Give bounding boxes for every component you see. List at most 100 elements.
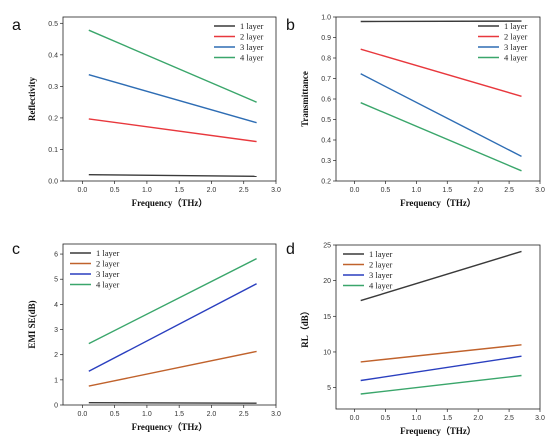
legend-entry: 4 layer — [369, 281, 393, 291]
x-tick-label: 2.0 — [473, 415, 483, 422]
y-tick-label: 0 — [54, 403, 58, 410]
series-line-2-layer — [360, 48, 522, 97]
chart-panel-d: d 0.0 0.5 1.0 1.5 2.0 2.5 3.0 5 10 15 20 25 Frequency… — [286, 241, 545, 436]
plot-frame — [62, 16, 277, 182]
y-tick-label: 0.3 — [321, 158, 331, 165]
x-axis-label: Frequency（THz） — [132, 422, 208, 432]
y-tick-label: 0.5 — [48, 21, 58, 28]
plot-frame — [62, 243, 277, 406]
legend-entry: 4 layer — [504, 53, 528, 63]
y-tick-label: 25 — [323, 243, 331, 250]
x-tick-label: 0.5 — [381, 415, 391, 422]
y-tick-label: 0.8 — [321, 56, 331, 63]
series-line-2-layer — [360, 344, 522, 363]
x-tick-label: 2.5 — [239, 411, 249, 418]
y-tick-label: 4 — [54, 302, 58, 309]
legend-entry: 3 layer — [240, 42, 264, 52]
y-axis-label: Transmittance — [300, 71, 310, 127]
y-tick-label: 0.2 — [321, 179, 331, 186]
y-tick-label: 0.0 — [48, 179, 58, 186]
x-tick-label: 3.0 — [271, 187, 281, 194]
x-tick-label: 1.5 — [442, 187, 452, 194]
x-tick-label: 1.0 — [142, 411, 152, 418]
x-tick-label: 3.0 — [271, 411, 281, 418]
panel-letter: b — [286, 17, 295, 34]
series-line-4-layer — [360, 374, 522, 395]
legend-entry: 2 layer — [240, 32, 264, 42]
y-tick-label: 15 — [323, 314, 331, 321]
y-tick-label: 1.0 — [321, 15, 331, 22]
x-tick-label: 2.0 — [207, 411, 217, 418]
legend-entry: 1 layer — [504, 21, 528, 31]
y-tick-label: 0.7 — [321, 76, 331, 83]
x-tick-label: 0.0 — [77, 187, 87, 194]
x-axis-label: Frequency（THz） — [132, 198, 208, 208]
y-tick-label: 1 — [54, 377, 58, 384]
x-tick-label: 0.5 — [110, 187, 120, 194]
series-line-4-layer — [88, 257, 257, 345]
series-line-1-layer — [88, 174, 257, 177]
y-tick-label: 5 — [54, 277, 58, 284]
x-tick-label: 0.5 — [110, 411, 120, 418]
legend-entry: 1 layer — [240, 21, 264, 31]
legend-entry: 1 layer — [96, 248, 120, 258]
legend-entry: 4 layer — [96, 280, 120, 290]
panel-letter: d — [286, 241, 295, 258]
y-tick-label: 3 — [54, 327, 58, 334]
y-tick-label: 0.5 — [321, 117, 331, 124]
chart-panel-a: a 0.0 0.5 1.0 1.5 2.0 2.5 3.0 0.0 0.1 0.2 0.3 0.4 0.5… — [12, 16, 281, 208]
legend-entry: 3 layer — [96, 269, 120, 279]
x-tick-label: 1.0 — [142, 187, 152, 194]
y-tick-label: 0.2 — [48, 115, 58, 122]
y-tick-label: 0.4 — [48, 52, 58, 59]
y-tick-label: 0.3 — [48, 84, 58, 91]
x-tick-label: 1.0 — [411, 415, 421, 422]
x-tick-label: 2.5 — [504, 187, 514, 194]
chart-panel-c: c 0.0 0.5 1.0 1.5 2.0 2.5 3.0 0 1 2 3 4 5 6 Frequency（T… — [12, 241, 281, 432]
x-tick-label: 2.0 — [473, 187, 483, 194]
legend-entry: 2 layer — [96, 259, 120, 269]
series-line-4-layer — [360, 102, 522, 172]
x-tick-label: 0.0 — [350, 415, 360, 422]
y-axis-label: RL（dB） — [300, 306, 310, 348]
plot-frame — [335, 244, 541, 410]
y-axis-label: Reflectivity — [27, 77, 37, 121]
x-tick-label: 1.5 — [442, 415, 452, 422]
x-tick-label: 0.0 — [77, 411, 87, 418]
x-tick-label: 1.0 — [411, 187, 421, 194]
x-axis-label: Frequency（THz） — [400, 426, 476, 436]
x-tick-label: 1.5 — [174, 187, 184, 194]
chart-panel-b: b 0.0 0.5 1.0 1.5 2.0 2.5 3.0 0.2 0.3 0.4 0.5 0.6 0.7… — [286, 15, 545, 209]
y-tick-label: 0.6 — [321, 97, 331, 104]
series-line-2-layer — [88, 118, 257, 143]
x-tick-label: 2.0 — [207, 187, 217, 194]
series-line-4-layer — [88, 29, 257, 103]
y-tick-label: 0.1 — [48, 147, 58, 154]
series-line-3-layer — [360, 355, 522, 382]
series-line-1-layer — [360, 250, 522, 302]
y-tick-label: 5 — [327, 385, 331, 392]
y-tick-label: 0.4 — [321, 138, 331, 145]
y-tick-label: 20 — [323, 278, 331, 285]
series-line-2-layer — [88, 350, 257, 387]
y-tick-label: 6 — [54, 252, 58, 259]
series-line-3-layer — [88, 283, 257, 372]
x-tick-label: 0.0 — [350, 187, 360, 194]
y-tick-label: 0.9 — [321, 35, 331, 42]
legend-entry: 2 layer — [504, 32, 528, 42]
series-line-1-layer — [88, 402, 257, 404]
legend-entry: 3 layer — [504, 42, 528, 52]
x-tick-label: 0.5 — [381, 187, 391, 194]
y-axis-label: EMI SE(dB) — [27, 300, 37, 348]
x-tick-label: 3.0 — [535, 415, 545, 422]
series-line-3-layer — [88, 74, 257, 124]
panel-letter: c — [12, 241, 20, 258]
x-tick-label: 2.5 — [504, 415, 514, 422]
legend-entry: 2 layer — [369, 260, 393, 270]
x-tick-label: 2.5 — [239, 187, 249, 194]
y-tick-label: 10 — [323, 349, 331, 356]
